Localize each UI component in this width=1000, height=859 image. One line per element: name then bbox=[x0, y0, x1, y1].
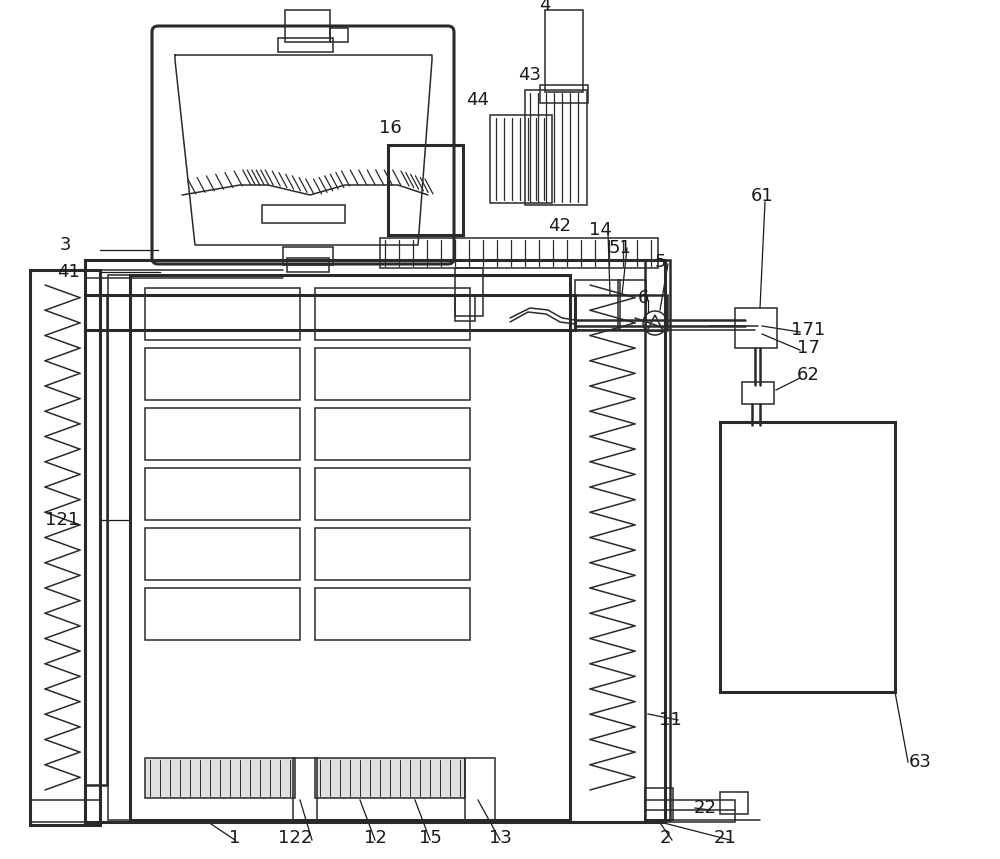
Text: 63: 63 bbox=[909, 753, 931, 771]
Text: 17: 17 bbox=[797, 339, 819, 357]
Bar bbox=[315, 588, 470, 640]
Bar bbox=[315, 288, 470, 340]
Text: 11: 11 bbox=[659, 711, 681, 729]
Text: 122: 122 bbox=[278, 829, 312, 847]
Bar bbox=[85, 295, 575, 330]
Text: 61: 61 bbox=[751, 187, 773, 205]
Text: 12: 12 bbox=[364, 829, 386, 847]
Text: 62: 62 bbox=[797, 366, 819, 384]
Text: 3: 3 bbox=[59, 236, 71, 254]
Bar bbox=[465, 758, 495, 823]
Bar bbox=[720, 792, 748, 814]
Text: 13: 13 bbox=[489, 829, 511, 847]
Text: 6: 6 bbox=[637, 289, 649, 307]
Bar bbox=[645, 260, 670, 820]
Bar bbox=[618, 280, 646, 330]
Text: 15: 15 bbox=[419, 829, 441, 847]
Bar bbox=[455, 268, 483, 316]
Bar bbox=[287, 258, 329, 272]
Text: 21: 21 bbox=[714, 829, 736, 847]
Bar bbox=[315, 408, 470, 460]
Text: 43: 43 bbox=[518, 66, 542, 84]
Text: 171: 171 bbox=[791, 321, 825, 339]
Bar bbox=[285, 10, 330, 42]
Bar bbox=[388, 145, 463, 235]
Text: 14: 14 bbox=[589, 221, 611, 239]
Bar bbox=[108, 275, 130, 820]
Bar bbox=[145, 588, 300, 640]
Bar bbox=[283, 247, 333, 265]
Bar bbox=[575, 295, 667, 330]
Bar bbox=[455, 295, 475, 321]
Bar bbox=[293, 758, 317, 820]
Bar bbox=[130, 275, 570, 820]
Bar bbox=[315, 528, 470, 580]
Bar bbox=[315, 348, 470, 400]
Bar bbox=[545, 10, 583, 92]
Text: 22: 22 bbox=[694, 799, 716, 817]
Text: 121: 121 bbox=[45, 511, 79, 529]
Bar bbox=[575, 280, 620, 330]
Text: 2: 2 bbox=[659, 829, 671, 847]
Bar bbox=[145, 288, 300, 340]
Text: 44: 44 bbox=[466, 91, 490, 109]
Bar bbox=[330, 28, 348, 42]
Text: 41: 41 bbox=[57, 263, 79, 281]
Text: 16: 16 bbox=[379, 119, 401, 137]
Bar bbox=[645, 788, 673, 820]
Text: 5: 5 bbox=[654, 253, 666, 271]
Bar bbox=[145, 408, 300, 460]
Bar bbox=[30, 270, 100, 825]
Bar bbox=[720, 422, 895, 692]
Bar bbox=[278, 38, 333, 52]
Bar bbox=[735, 308, 777, 348]
Text: 1: 1 bbox=[229, 829, 241, 847]
Bar bbox=[315, 468, 470, 520]
Bar bbox=[30, 800, 100, 822]
Bar bbox=[262, 205, 345, 223]
Text: 42: 42 bbox=[548, 217, 572, 235]
Bar bbox=[540, 85, 588, 103]
Bar bbox=[315, 758, 465, 798]
Text: 51: 51 bbox=[609, 239, 631, 257]
Bar bbox=[490, 115, 552, 203]
Bar bbox=[645, 800, 735, 822]
Bar bbox=[742, 382, 774, 404]
Bar bbox=[85, 295, 107, 785]
Text: 4: 4 bbox=[539, 0, 551, 14]
Bar bbox=[145, 348, 300, 400]
Bar bbox=[525, 90, 587, 205]
Bar bbox=[145, 758, 295, 798]
Bar bbox=[145, 468, 300, 520]
Bar bbox=[145, 528, 300, 580]
Bar bbox=[380, 238, 658, 268]
Bar bbox=[85, 260, 665, 822]
